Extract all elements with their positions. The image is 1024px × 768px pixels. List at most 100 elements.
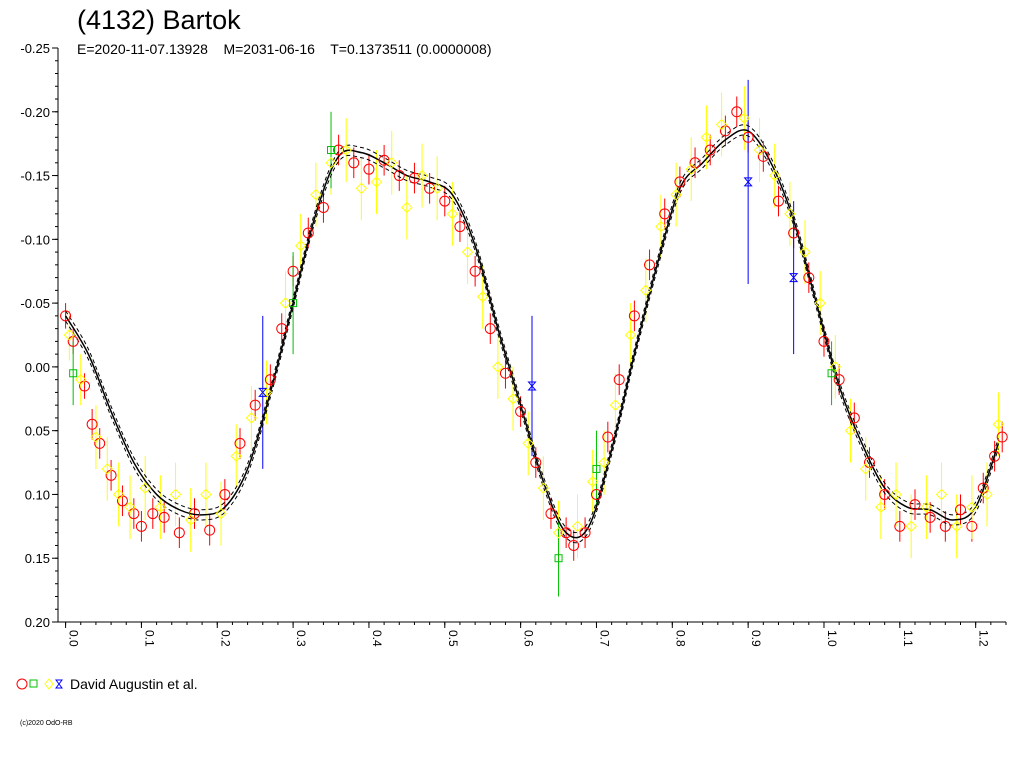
data-point-diamond <box>461 246 474 258</box>
y-tick-label: 0.15 <box>25 551 50 566</box>
x-tick-label: 1.2 <box>977 630 991 647</box>
fit-curve <box>64 124 1000 544</box>
y-tick-label: 0.10 <box>25 487 50 502</box>
data-point-circle <box>989 450 1001 462</box>
data-point-diamond <box>294 240 307 252</box>
data-point-diamond <box>230 450 242 462</box>
legend-square-icon <box>29 679 38 688</box>
data-point-diamond <box>416 169 428 182</box>
data-point-circle <box>530 457 542 469</box>
data-point-circle <box>484 323 496 335</box>
data-point-circle <box>333 144 345 156</box>
y-tick-label: -0.15 <box>20 169 50 184</box>
y-tick-label: 0.05 <box>25 424 50 439</box>
data-point-diamond <box>992 418 1005 430</box>
data-point-circle <box>393 170 405 182</box>
data-point-circle <box>204 524 216 536</box>
data-point-diamond <box>935 488 948 501</box>
data-point-circle <box>219 488 231 500</box>
x-tick-label: 0.0 <box>67 630 81 647</box>
data-point-square <box>327 146 336 155</box>
data-point-circle <box>568 539 580 551</box>
data-point-diamond <box>981 488 993 501</box>
data-point-diamond <box>753 144 766 156</box>
data-point-diamond <box>355 182 368 195</box>
data-point-diamond <box>624 329 637 341</box>
fit-curve-lower-band <box>65 134 999 544</box>
data-point-diamond <box>154 501 167 513</box>
data-point-circle <box>818 335 830 347</box>
data-point-diamond <box>784 208 796 220</box>
data-point-circle <box>924 511 936 523</box>
y-tick-label: -0.10 <box>20 232 50 247</box>
data-point-diamond <box>768 169 781 182</box>
legend: David Augustin et al. <box>16 674 198 694</box>
legend-label: David Augustin et al. <box>70 676 198 692</box>
y-tick-label: -0.05 <box>20 296 50 311</box>
data-point-diamond <box>169 488 182 501</box>
data-point-circle <box>439 195 451 207</box>
data-point-circle <box>469 265 481 277</box>
data-point-diamond <box>492 361 504 373</box>
data-point-circle <box>499 367 511 379</box>
data-point-circle <box>545 508 557 520</box>
y-tick-label: 0.20 <box>25 615 50 630</box>
data-point-square <box>827 369 836 378</box>
axes: -0.25 -0.20 -0.15 -0.10 -0.05 0.00 0.05 0.10 0.1… <box>20 41 1007 647</box>
data-point-circle <box>644 259 656 271</box>
data-point-circle <box>894 520 906 532</box>
data-point-diamond <box>950 520 963 533</box>
data-point-circle <box>264 374 276 386</box>
data-point-diamond <box>859 463 872 475</box>
data-point-diamond <box>552 527 565 539</box>
data-point-circle <box>158 511 170 523</box>
data-markers <box>60 106 1008 563</box>
data-point-circle <box>424 182 436 194</box>
data-point-square <box>592 464 601 473</box>
data-point-diamond <box>325 157 337 169</box>
y-tick-label: -0.25 <box>20 41 50 56</box>
data-point-diamond <box>715 118 728 131</box>
data-point-diamond <box>310 188 322 201</box>
chart-title: (4132) Bartok <box>77 5 241 35</box>
data-point-circle <box>454 221 466 233</box>
data-point-circle <box>173 527 185 539</box>
data-point-square <box>69 369 78 378</box>
data-point-diamond <box>507 393 519 405</box>
data-point-diamond <box>685 163 697 175</box>
legend-circle-icon <box>16 678 28 690</box>
data-point-diamond <box>200 488 212 501</box>
legend-hourglass-icon <box>55 679 63 689</box>
data-point-square <box>554 554 563 563</box>
data-point-diamond <box>586 475 599 488</box>
data-point-circle <box>674 176 686 188</box>
x-tick-label: 0.6 <box>522 630 536 647</box>
data-point-circle <box>287 265 299 277</box>
x-tick-label: 0.5 <box>446 630 460 647</box>
x-tick-label: 0.1 <box>142 630 156 647</box>
data-point-diamond <box>844 424 857 437</box>
data-point-circle <box>560 527 572 539</box>
data-point-diamond <box>245 412 258 424</box>
fit-curve-upper-band <box>65 124 999 534</box>
data-point-circle <box>302 227 314 239</box>
data-point-circle <box>966 520 978 532</box>
data-point-circle <box>348 157 360 169</box>
data-point-diamond <box>799 246 811 258</box>
data-point-circle <box>86 418 98 430</box>
data-point-diamond <box>101 463 114 475</box>
data-point-diamond <box>340 144 352 156</box>
data-point-circle <box>788 227 800 239</box>
data-point-circle <box>954 504 966 516</box>
data-point-circle <box>772 195 784 207</box>
data-point-diamond <box>905 520 917 533</box>
legend-symbols <box>16 678 63 690</box>
data-point-diamond <box>279 297 292 309</box>
data-point-diamond <box>260 386 273 399</box>
data-point-circle <box>147 508 159 520</box>
data-point-diamond <box>598 456 610 469</box>
data-point-circle <box>909 499 921 511</box>
data-point-diamond <box>215 507 227 520</box>
data-point-diamond <box>655 220 667 233</box>
